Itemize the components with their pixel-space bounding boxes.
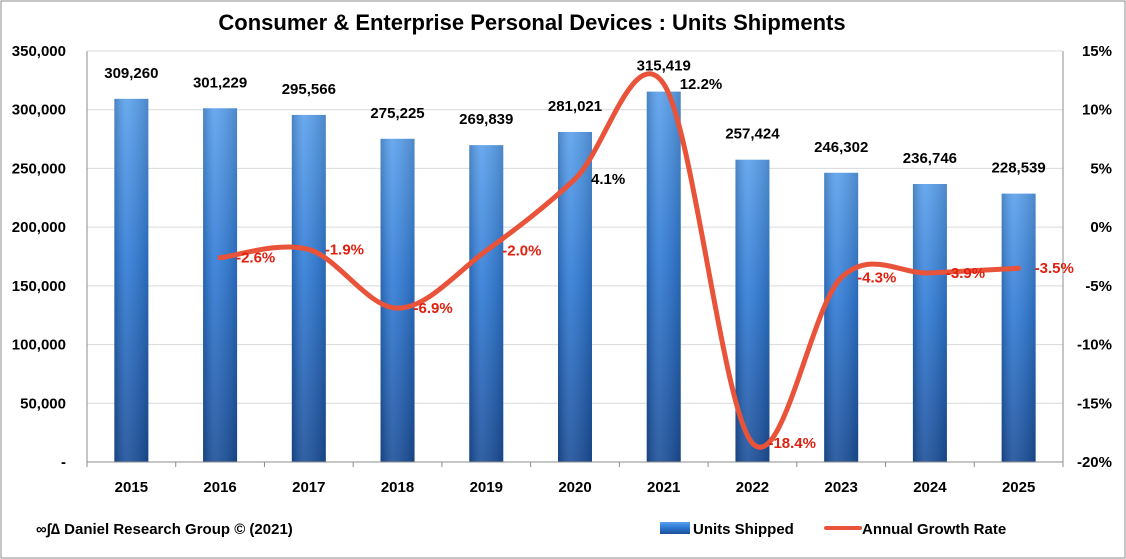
x-tick-label: 2022	[736, 479, 769, 496]
x-tick-label: 2023	[824, 479, 857, 496]
growth-rate-label: -2.6%	[236, 250, 275, 267]
growth-rate-label: -3.5%	[1035, 260, 1074, 277]
y-right-tick-label: 15%	[1082, 43, 1112, 60]
growth-rate-label: -2.0%	[502, 243, 541, 260]
x-tick-label: 2016	[203, 479, 236, 496]
bar-shading	[203, 108, 238, 462]
growth-rate-label: -4.3%	[857, 270, 896, 287]
bar-shading	[469, 145, 504, 463]
y-left-tick-label: -	[61, 454, 66, 471]
chart-title: Consumer & Enterprise Personal Devices :…	[218, 10, 845, 35]
bar-value-label: 315,419	[637, 58, 691, 75]
legend: Units Shipped Annual Growth Rate	[660, 521, 1006, 538]
bar-value-label: 257,424	[725, 126, 780, 143]
bar-value-label: 301,229	[193, 74, 247, 91]
x-tick-label: 2018	[381, 479, 414, 496]
bars	[114, 91, 1036, 463]
x-tick-label: 2015	[115, 479, 148, 496]
y-left-tick-label: 300,000	[12, 102, 66, 119]
growth-rate-label: -3.9%	[946, 265, 985, 282]
axes: - 50,000 100,000 150,000 200,000 250,000 300,0…	[12, 43, 1112, 496]
y-right-tick-label: -10%	[1077, 337, 1112, 354]
growth-rate-label: 12.2%	[680, 76, 723, 93]
y-right-tick-label: 10%	[1082, 102, 1112, 119]
y-right-tick-label: -20%	[1077, 454, 1112, 471]
x-tick-label: 2019	[470, 479, 503, 496]
bar-value-label: 228,539	[992, 160, 1046, 177]
bar-shading	[114, 98, 149, 463]
growth-rate-label: -18.4%	[768, 435, 816, 452]
y-right-tick-label: -15%	[1077, 395, 1112, 412]
growth-rate-label: -1.9%	[325, 241, 364, 258]
bar-value-label: 246,302	[814, 139, 868, 156]
growth-rate-line	[217, 71, 1022, 450]
x-tick-label: 2017	[292, 479, 325, 496]
y-right-tick-label: 5%	[1090, 160, 1112, 177]
y-left-tick-label: 350,000	[12, 43, 66, 60]
x-tick-label: 2020	[558, 479, 591, 496]
bar-value-labels: 309,260 301,229 295,566 275,225 269,839 281,0…	[104, 58, 1046, 177]
legend-label-units-shipped: Units Shipped	[693, 521, 794, 538]
y-right-tick-label: -5%	[1085, 278, 1112, 295]
legend-label-annual-growth-rate: Annual Growth Rate	[862, 521, 1006, 538]
growth-rate-label: 4.1%	[591, 171, 625, 188]
bar-value-label: 275,225	[370, 105, 424, 122]
bar-value-label: 309,260	[104, 65, 158, 82]
bar-shading	[1001, 193, 1036, 462]
bar-shading	[824, 172, 859, 463]
bar-shading	[912, 183, 947, 462]
x-tick-label: 2025	[1002, 479, 1035, 496]
bar-shading	[380, 138, 415, 462]
y-left-tick-label: 200,000	[12, 219, 66, 236]
growth-rate-label: -6.9%	[414, 300, 453, 317]
y-left-tick-label: 150,000	[12, 278, 66, 295]
legend-bar-swatch	[660, 522, 690, 534]
x-tick-label: 2021	[647, 479, 680, 496]
bar-value-label: 281,021	[548, 98, 602, 115]
x-tick-label: 2024	[913, 479, 947, 496]
bar-shading	[646, 91, 681, 462]
growth-rate-labels: -2.6% -1.9% -6.9% -2.0% 4.1% 12.2% -18.4% -4.3%…	[236, 76, 1074, 452]
credit-text: ∞∫∆ Daniel Research Group © (2021)	[36, 521, 293, 538]
y-left-tick-label: 50,000	[20, 395, 66, 412]
bar-value-label: 295,566	[282, 81, 336, 98]
bar-value-label: 269,839	[459, 111, 513, 128]
y-right-tick-label: 0%	[1090, 219, 1112, 236]
y-left-tick-label: 100,000	[12, 337, 66, 354]
bar-value-label: 236,746	[903, 150, 957, 167]
growth-line	[217, 71, 1022, 450]
y-left-tick-label: 250,000	[12, 160, 66, 177]
bar-shading	[291, 114, 326, 462]
